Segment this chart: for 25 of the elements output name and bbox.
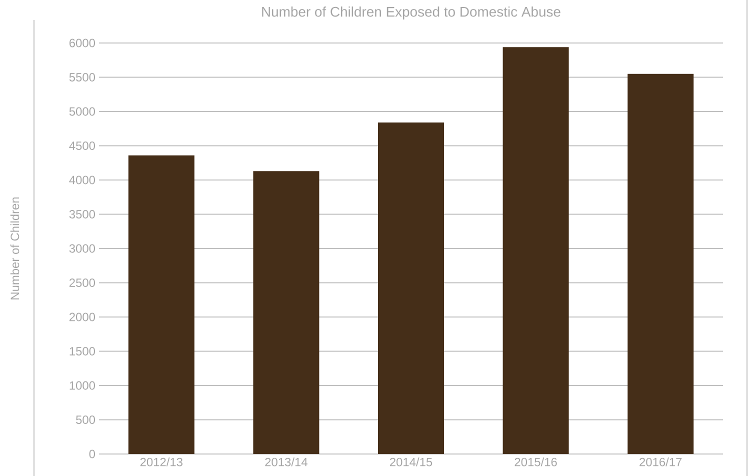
y-tick-label: 500 [76,416,96,424]
bar [502,47,569,454]
x-tick-label: 2015/16 [514,458,557,466]
y-tick-label: 1000 [70,381,96,390]
x-tick-label: 2014/15 [390,458,432,466]
x-tick-label: 2013/14 [265,458,308,466]
bar [378,122,444,454]
y-tick-label: 5000 [69,107,96,116]
bar [128,155,194,454]
y-tick-label: 4500 [69,142,96,150]
chart-title: Number of Children Exposed to Domestic Abuse [262,6,560,20]
y-tick-label: 1500 [70,347,96,356]
y-tick-label: 0 [89,450,96,458]
y-tick-label: 5500 [69,73,96,82]
y-tick-label: 6000 [69,38,96,48]
y-tick-label: 2000 [69,312,96,322]
x-tick-label: 2016/17 [640,458,682,466]
y-axis-title: Number of Children [10,197,20,300]
bar [628,74,694,454]
y-tick-label: 3500 [69,210,96,218]
y-tick-label: 3000 [69,244,96,253]
x-tick-label: 2012/13 [140,458,182,466]
bar [253,171,320,454]
y-tick-label: 2500 [69,278,96,287]
y-tick-label: 4000 [69,176,96,184]
